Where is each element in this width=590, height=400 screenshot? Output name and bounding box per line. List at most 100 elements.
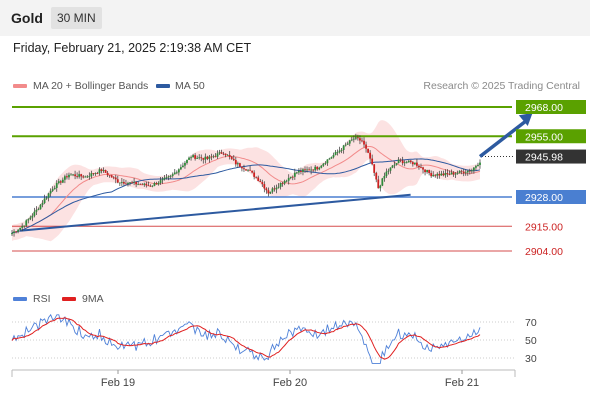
candle-body — [460, 170, 463, 172]
candle-body — [381, 178, 384, 186]
candle-body — [424, 169, 426, 173]
candle-body — [35, 209, 38, 212]
rsi-line — [11, 313, 481, 364]
candle-body — [432, 174, 435, 177]
candle-body — [92, 173, 95, 175]
candle-body — [452, 172, 455, 175]
candle-body — [458, 170, 461, 173]
legend-9ma-label: 9MA — [82, 293, 104, 305]
candle-body — [163, 177, 166, 180]
candle-body — [161, 179, 164, 181]
legend-ma50-swatch — [156, 84, 170, 88]
candle-body — [31, 215, 34, 218]
candle-body — [346, 143, 349, 145]
candle-body — [306, 169, 308, 171]
candle-body — [96, 173, 99, 174]
candle-body — [401, 160, 404, 164]
candle-body — [300, 170, 302, 172]
candle-body — [413, 162, 416, 165]
candle-body — [190, 157, 192, 159]
candle-body — [418, 165, 420, 168]
candle-body — [104, 170, 107, 173]
candle-body — [188, 157, 190, 160]
candle-body — [464, 172, 467, 174]
candle-body — [273, 188, 276, 190]
candle-body — [302, 169, 304, 172]
candle-body — [365, 144, 367, 149]
candle-body — [218, 152, 221, 154]
candle-body — [133, 181, 135, 183]
candle-body — [308, 169, 310, 171]
candle-body — [127, 182, 129, 185]
candle-body — [206, 156, 209, 159]
candle-body — [47, 193, 50, 198]
candle-body — [57, 181, 60, 184]
candle-body — [243, 168, 245, 170]
candle-body — [279, 183, 282, 187]
candle-body — [456, 172, 459, 174]
candle-body — [143, 183, 146, 185]
timeframe-badge[interactable]: 30 MIN — [51, 7, 102, 29]
candle-body — [295, 172, 298, 174]
candle-body — [436, 173, 439, 176]
candle-body — [84, 176, 87, 178]
candle-body — [43, 198, 46, 204]
candle-body — [434, 174, 437, 176]
candle-body — [283, 181, 286, 184]
candle-body — [245, 169, 247, 171]
candle-body — [405, 162, 408, 164]
candle-body — [249, 169, 251, 171]
candle-body — [53, 187, 56, 190]
candle-body — [41, 203, 44, 205]
candle-body — [106, 172, 109, 176]
candle-body — [171, 174, 174, 176]
candle-body — [350, 139, 353, 141]
candle-body — [15, 231, 17, 233]
candle-body — [19, 227, 22, 230]
candle-body — [334, 152, 337, 156]
projection-arrow-head — [518, 113, 533, 127]
candle-body — [318, 167, 321, 170]
candle-body — [72, 174, 74, 176]
candle-body — [145, 183, 148, 186]
candle-body — [141, 184, 144, 186]
candle-body — [477, 164, 479, 167]
projection-arrow — [478, 117, 530, 158]
candle-body — [342, 145, 345, 150]
candle-body — [86, 176, 89, 178]
candle-body — [330, 157, 333, 159]
candle-body — [289, 176, 292, 178]
candle-body — [114, 177, 117, 180]
candle-body — [322, 163, 325, 166]
candle-body — [222, 153, 225, 155]
candle-body — [165, 177, 168, 178]
candle-body — [74, 174, 76, 177]
candle-body — [466, 170, 469, 173]
candle-body — [55, 183, 58, 188]
candle-body — [369, 152, 372, 159]
candle-body — [257, 177, 260, 181]
candle-body — [397, 159, 400, 164]
candle-body — [210, 156, 213, 158]
candle-body — [383, 175, 386, 179]
candle-body — [216, 153, 219, 157]
candle-body — [110, 175, 113, 178]
candle-body — [352, 138, 355, 140]
candle-body — [340, 149, 343, 151]
candle-body — [354, 137, 357, 139]
candle-body — [131, 182, 133, 184]
candle-body — [167, 176, 170, 178]
candle-body — [179, 167, 182, 170]
candle-body — [281, 183, 284, 184]
candle-body — [314, 166, 317, 171]
candle-body — [422, 167, 424, 170]
candle-body — [241, 166, 243, 169]
candle-body — [82, 176, 85, 178]
candle-body — [316, 166, 319, 170]
candle-body — [338, 150, 341, 152]
candle-body — [175, 172, 178, 174]
candle-body — [448, 174, 451, 175]
candle-body — [80, 174, 83, 177]
candle-body — [468, 170, 471, 172]
